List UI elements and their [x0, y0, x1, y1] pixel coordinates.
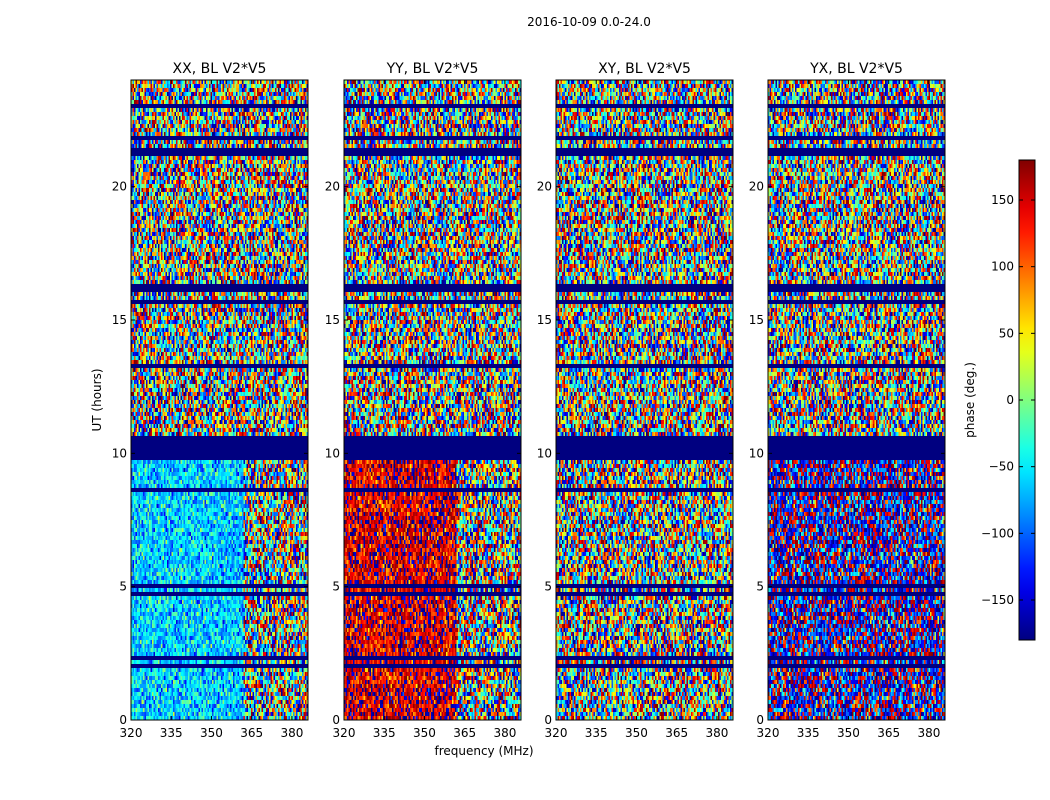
panel-frame-2 — [555, 79, 734, 721]
x-tick-label: 365 — [665, 726, 688, 740]
panel-2: XY, BL V2*V5 320 335 350 365 380 0 5 10 15 20 — [537, 61, 734, 740]
y-tick-label: 20 — [537, 180, 552, 194]
x-tick-label: 365 — [877, 726, 900, 740]
y-tick-label: 5 — [756, 580, 764, 594]
y-tick-label: 5 — [332, 580, 340, 594]
panel-title-2: XY, BL V2*V5 — [598, 61, 691, 77]
x-tick-label: 335 — [585, 726, 608, 740]
x-tick-label: 320 — [757, 726, 780, 740]
heatmap-image-2 — [556, 80, 733, 720]
colorbar-tick-label: 50 — [999, 326, 1014, 340]
colorbar-label: phase (deg.) — [963, 362, 977, 438]
x-tick-label: 350 — [200, 726, 223, 740]
heatmap-image-0 — [131, 80, 308, 720]
panel-1: YY, BL V2*V5 320 335 350 365 380 0 5 10 15 20 — [325, 61, 522, 740]
colorbar-tick-label: 100 — [991, 260, 1014, 274]
y-tick-label: 0 — [544, 713, 552, 727]
y-tick-label: 5 — [119, 580, 127, 594]
panel-frame-3 — [767, 79, 946, 721]
colorbar-tick-label: −50 — [989, 460, 1014, 474]
colorbar-tick-label: −100 — [981, 526, 1014, 540]
y-tick-label: 0 — [332, 713, 340, 727]
x-tick-label: 335 — [797, 726, 820, 740]
colorbar-tick-label: 0 — [1006, 393, 1014, 407]
panel-frame-1 — [343, 79, 522, 721]
panel-3: YX, BL V2*V5 320 335 350 365 380 0 5 10 15 20 — [749, 61, 946, 740]
x-tick-label: 320 — [545, 726, 568, 740]
y-tick-label: 20 — [112, 180, 127, 194]
panel-frame-0 — [130, 79, 309, 721]
panel-0: XX, BL V2*V5 320 335 350 365 380 0 5 10 15 20 — [112, 61, 309, 740]
y-tick-label: 20 — [325, 180, 340, 194]
x-tick-label: 380 — [493, 726, 516, 740]
y-tick-label: 15 — [112, 313, 127, 327]
y-tick-label: 15 — [749, 313, 764, 327]
x-tick-label: 365 — [240, 726, 263, 740]
y-tick-label: 15 — [537, 313, 552, 327]
colorbar: −150 −100 −50 0 50 100 150 — [981, 159, 1036, 641]
panel-title-1: YY, BL V2*V5 — [386, 61, 479, 77]
x-tick-label: 350 — [625, 726, 648, 740]
panel-title-0: XX, BL V2*V5 — [173, 61, 267, 77]
x-tick-label: 320 — [120, 726, 143, 740]
y-tick-label: 15 — [325, 313, 340, 327]
x-tick-label: 335 — [373, 726, 396, 740]
y-tick-label: 10 — [749, 446, 764, 460]
heatmap-image-1 — [344, 80, 521, 720]
y-tick-label: 0 — [119, 713, 127, 727]
x-tick-label: 320 — [333, 726, 356, 740]
y-tick-label: 20 — [749, 180, 764, 194]
y-tick-label: 5 — [544, 580, 552, 594]
y-tick-label: 0 — [756, 713, 764, 727]
heatmap-image-3 — [768, 80, 945, 720]
y-tick-label: 10 — [537, 446, 552, 460]
figure-suptitle: 2016-10-09 0.0-24.0 — [527, 15, 651, 29]
colorbar-tick-label: −150 — [981, 593, 1014, 607]
x-tick-label: 380 — [280, 726, 303, 740]
x-tick-label: 350 — [413, 726, 436, 740]
x-axis-label: frequency (MHz) — [434, 744, 533, 758]
y-axis-label: UT (hours) — [90, 368, 104, 431]
colorbar-tick-label: 150 — [991, 193, 1014, 207]
x-tick-label: 380 — [917, 726, 940, 740]
x-tick-label: 350 — [837, 726, 860, 740]
y-tick-label: 10 — [325, 446, 340, 460]
x-tick-label: 365 — [453, 726, 476, 740]
x-tick-label: 380 — [705, 726, 728, 740]
panel-title-3: YX, BL V2*V5 — [809, 61, 903, 77]
x-tick-label: 335 — [160, 726, 183, 740]
y-tick-label: 10 — [112, 446, 127, 460]
